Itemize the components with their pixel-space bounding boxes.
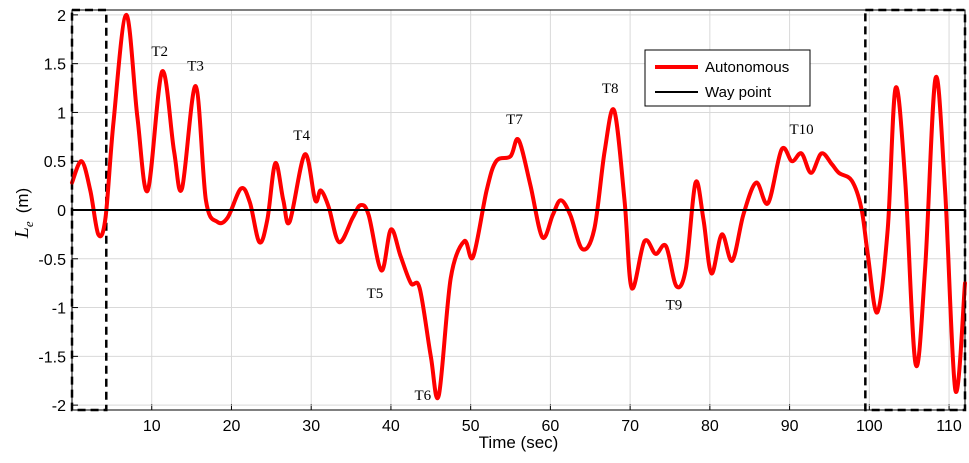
x-axis-title: Time (sec) bbox=[479, 433, 559, 452]
annotation-t2: T2 bbox=[151, 44, 168, 60]
x-tick-label: 100 bbox=[856, 418, 883, 435]
annotation-t4: T4 bbox=[293, 128, 310, 144]
series-lines bbox=[70, 12, 967, 401]
annotation-t3: T3 bbox=[187, 58, 204, 74]
y-axis-subscript: e bbox=[21, 221, 36, 227]
x-tick-label: 50 bbox=[462, 418, 480, 435]
x-tick-label: 40 bbox=[382, 418, 400, 435]
series-line-autonomous bbox=[70, 12, 967, 401]
y-axis-unit: (m) bbox=[13, 188, 32, 213]
y-tick-label: -2 bbox=[52, 398, 66, 415]
y-tick-label: -1 bbox=[52, 301, 66, 318]
annotation-t1: T1 bbox=[118, 0, 135, 1]
y-tick-label: -0.5 bbox=[38, 252, 66, 269]
point-annotations: T1 T2 T3 T4 T5 T6 T7 T8 T9 T10 bbox=[118, 0, 814, 404]
y-tick-label: 2 bbox=[57, 8, 66, 25]
y-tick-label: 0 bbox=[57, 203, 66, 220]
x-tick-label: 20 bbox=[223, 418, 241, 435]
plot-frame bbox=[71, 9, 966, 411]
y-tick-label: 0.5 bbox=[44, 154, 66, 171]
annotation-t9: T9 bbox=[666, 298, 683, 314]
y-tick-label: -1.5 bbox=[38, 349, 66, 366]
y-axis-symbol: L bbox=[11, 227, 33, 239]
x-tick-label: 110 bbox=[936, 418, 962, 435]
annotation-t10: T10 bbox=[789, 122, 813, 138]
legend-label-way-point: Way point bbox=[705, 84, 772, 101]
annotation-t7: T7 bbox=[506, 112, 523, 128]
legend-box bbox=[644, 49, 811, 107]
x-tick-label: 10 bbox=[143, 418, 161, 435]
x-tick-label: 80 bbox=[701, 418, 719, 435]
legend-label-autonomous: Autonomous bbox=[705, 59, 789, 76]
y-axis-title: Le (m) bbox=[11, 188, 36, 239]
x-tick-labels: 10 20 30 40 50 60 70 80 90 100 110 bbox=[143, 418, 962, 435]
annotation-t8: T8 bbox=[602, 81, 619, 97]
x-tick-label: 60 bbox=[541, 418, 559, 435]
y-tick-label: 1 bbox=[57, 105, 66, 122]
y-tick-labels: -2 -1.5 -1 -0.5 0 0.5 1 1.5 2 bbox=[38, 8, 66, 415]
x-tick-label: 70 bbox=[621, 418, 639, 435]
annotation-t6: T6 bbox=[414, 388, 431, 404]
annotation-t5: T5 bbox=[367, 286, 384, 302]
legend: Autonomous Way point bbox=[644, 49, 811, 107]
x-tick-label: 90 bbox=[781, 418, 799, 435]
x-tick-label: 30 bbox=[302, 418, 320, 435]
y-tick-label: 1.5 bbox=[44, 57, 66, 74]
